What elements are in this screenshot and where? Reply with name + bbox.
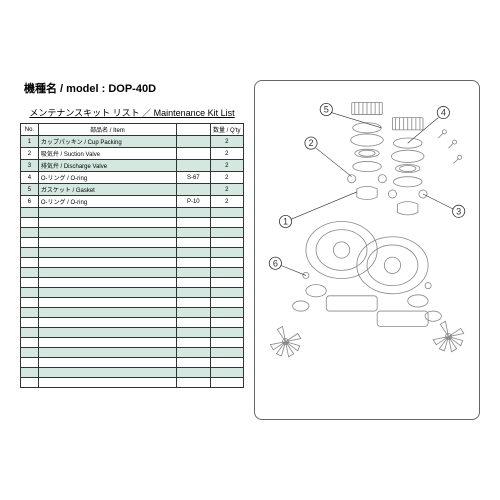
cell-qty: 2	[210, 184, 243, 196]
table-row-empty	[21, 308, 244, 318]
cell-qty: 2	[210, 160, 243, 172]
callout-2: 2	[308, 138, 313, 148]
col-header-qty: 数量 / Q'ty	[210, 124, 243, 136]
callout-6: 6	[273, 258, 278, 268]
cell-spec	[177, 184, 210, 196]
table-row-empty	[21, 288, 244, 298]
parts-list-panel: 機種名 / model : DOP-40D メンテナンスキット リスト ／ Ma…	[20, 80, 244, 420]
cell-spec	[177, 148, 210, 160]
callout-4: 4	[441, 108, 446, 118]
table-row: 3排気弁 / Discharge Valve 2	[21, 160, 244, 172]
cell-item: 排気弁 / Discharge Valve	[38, 160, 176, 172]
cell-item: ガスケット / Gasket	[38, 184, 176, 196]
table-row-empty	[21, 208, 244, 218]
table-row-empty	[21, 238, 244, 248]
cell-no: 1	[21, 136, 39, 148]
cell-no: 3	[21, 160, 39, 172]
table-row-empty	[21, 298, 244, 308]
cell-no: 6	[21, 196, 39, 208]
table-row-empty	[21, 248, 244, 258]
parts-table: No. 部品名 / Item 数量 / Q'ty 1カップパッキン / Cup …	[20, 123, 244, 388]
cell-item: 吸気弁 / Suction Valve	[38, 148, 176, 160]
cell-qty: 2	[210, 148, 243, 160]
table-row-empty	[21, 318, 244, 328]
cell-qty: 2	[210, 196, 243, 208]
table-row-empty	[21, 338, 244, 348]
callout-5: 5	[324, 105, 329, 115]
table-row-empty	[21, 258, 244, 268]
table-row-empty	[21, 328, 244, 338]
cell-spec	[177, 136, 210, 148]
table-header-row: No. 部品名 / Item 数量 / Q'ty	[21, 124, 244, 136]
col-header-no: No.	[21, 124, 39, 136]
callout-3: 3	[456, 206, 461, 216]
table-row: 4O-リング / O-ringS-672	[21, 172, 244, 184]
exploded-diagram: 1 2 3 4 5 6	[255, 81, 479, 419]
model-label: 機種名 / model :	[24, 83, 105, 95]
callout-1: 1	[283, 217, 288, 227]
cell-spec: S-67	[177, 172, 210, 184]
cell-no: 2	[21, 148, 39, 160]
table-row-empty	[21, 368, 244, 378]
cell-qty: 2	[210, 136, 243, 148]
list-title: メンテナンスキット リスト ／ Maintenance Kit List	[20, 104, 244, 121]
table-row-empty	[21, 348, 244, 358]
cell-no: 5	[21, 184, 39, 196]
table-row-empty	[21, 228, 244, 238]
cell-item: カップパッキン / Cup Packing	[38, 136, 176, 148]
cell-no: 4	[21, 172, 39, 184]
table-row-empty	[21, 218, 244, 228]
table-row-empty	[21, 378, 244, 388]
table-row: 5ガスケット / Gasket 2	[21, 184, 244, 196]
cell-item: O-リング / O-ring	[38, 172, 176, 184]
diagram-panel: 1 2 3 4 5 6	[254, 80, 480, 420]
cell-item: O-リング / O-ring	[38, 196, 176, 208]
cell-spec	[177, 160, 210, 172]
table-row-empty	[21, 278, 244, 288]
model-title: 機種名 / model : DOP-40D	[20, 80, 244, 96]
table-row-empty	[21, 358, 244, 368]
col-header-spec	[177, 124, 210, 136]
table-row: 1カップパッキン / Cup Packing 2	[21, 136, 244, 148]
table-row: 2吸気弁 / Suction Valve2	[21, 148, 244, 160]
model-value: DOP-40D	[108, 83, 156, 95]
col-header-item: 部品名 / Item	[38, 124, 176, 136]
table-row: 6O-リング / O-ringP-102	[21, 196, 244, 208]
cell-qty: 2	[210, 172, 243, 184]
table-row-empty	[21, 268, 244, 278]
cell-spec: P-10	[177, 196, 210, 208]
